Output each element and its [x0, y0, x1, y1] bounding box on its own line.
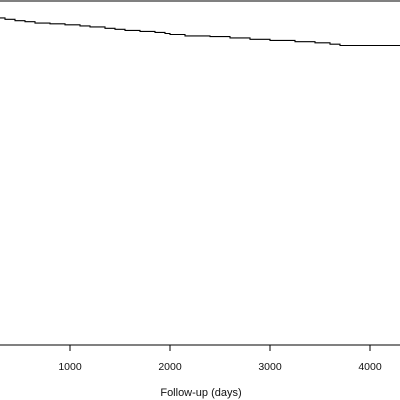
x-tick-label-1000: 1000 [58, 361, 82, 373]
x-tick-label-3000: 3000 [258, 361, 282, 373]
x-axis-ticks [69, 345, 371, 351]
x-axis-label: Follow-up (days) [160, 387, 241, 399]
survival-curve [0, 17, 400, 47]
x-tick-label-4000: 4000 [358, 361, 382, 373]
x-tick-label-2000: 2000 [158, 361, 182, 373]
x-axis-tick-labels: 1000 2000 3000 4000 [58, 361, 382, 373]
